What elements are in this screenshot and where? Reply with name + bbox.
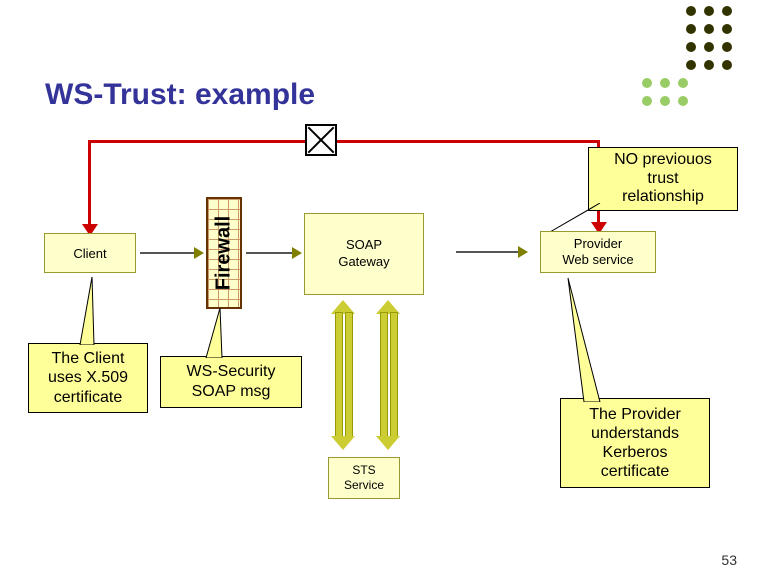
- callout-client-cert: The Client uses X.509 certificate: [28, 343, 148, 413]
- callout-ws-security: WS-Security SOAP msg: [160, 356, 302, 408]
- callout-provider-cert-tail: [560, 276, 610, 402]
- firewall-label: Firewall: [213, 216, 236, 290]
- callout-no-trust: NO previouos trust relationship: [588, 147, 738, 211]
- node-sts: STS Service: [328, 457, 400, 499]
- firewall: Firewall: [206, 197, 242, 309]
- arrow-gateway-provider: [456, 251, 520, 253]
- callout-client-cert-tail: [78, 275, 118, 345]
- node-client: Client: [44, 233, 136, 273]
- node-provider: Provider Web service: [540, 231, 656, 273]
- node-soap-gateway: SOAP Gateway: [304, 213, 424, 295]
- red-line-top: [88, 140, 600, 143]
- no-trust-x-icon: [305, 124, 337, 156]
- decor-dots-dark: [686, 6, 732, 70]
- decor-dots-light: [642, 78, 688, 106]
- callout-ws-security-tail: [204, 306, 240, 358]
- arrow-firewall-gateway: [246, 252, 294, 254]
- double-arrow-a: [335, 300, 351, 450]
- page-number: 53: [721, 552, 737, 568]
- callout-provider-cert: The Provider understands Kerberos certif…: [560, 398, 710, 488]
- slide-title: WS-Trust: example: [45, 78, 315, 112]
- arrow-client-firewall: [140, 252, 196, 254]
- double-arrow-b: [380, 300, 396, 450]
- red-line-left: [88, 140, 91, 232]
